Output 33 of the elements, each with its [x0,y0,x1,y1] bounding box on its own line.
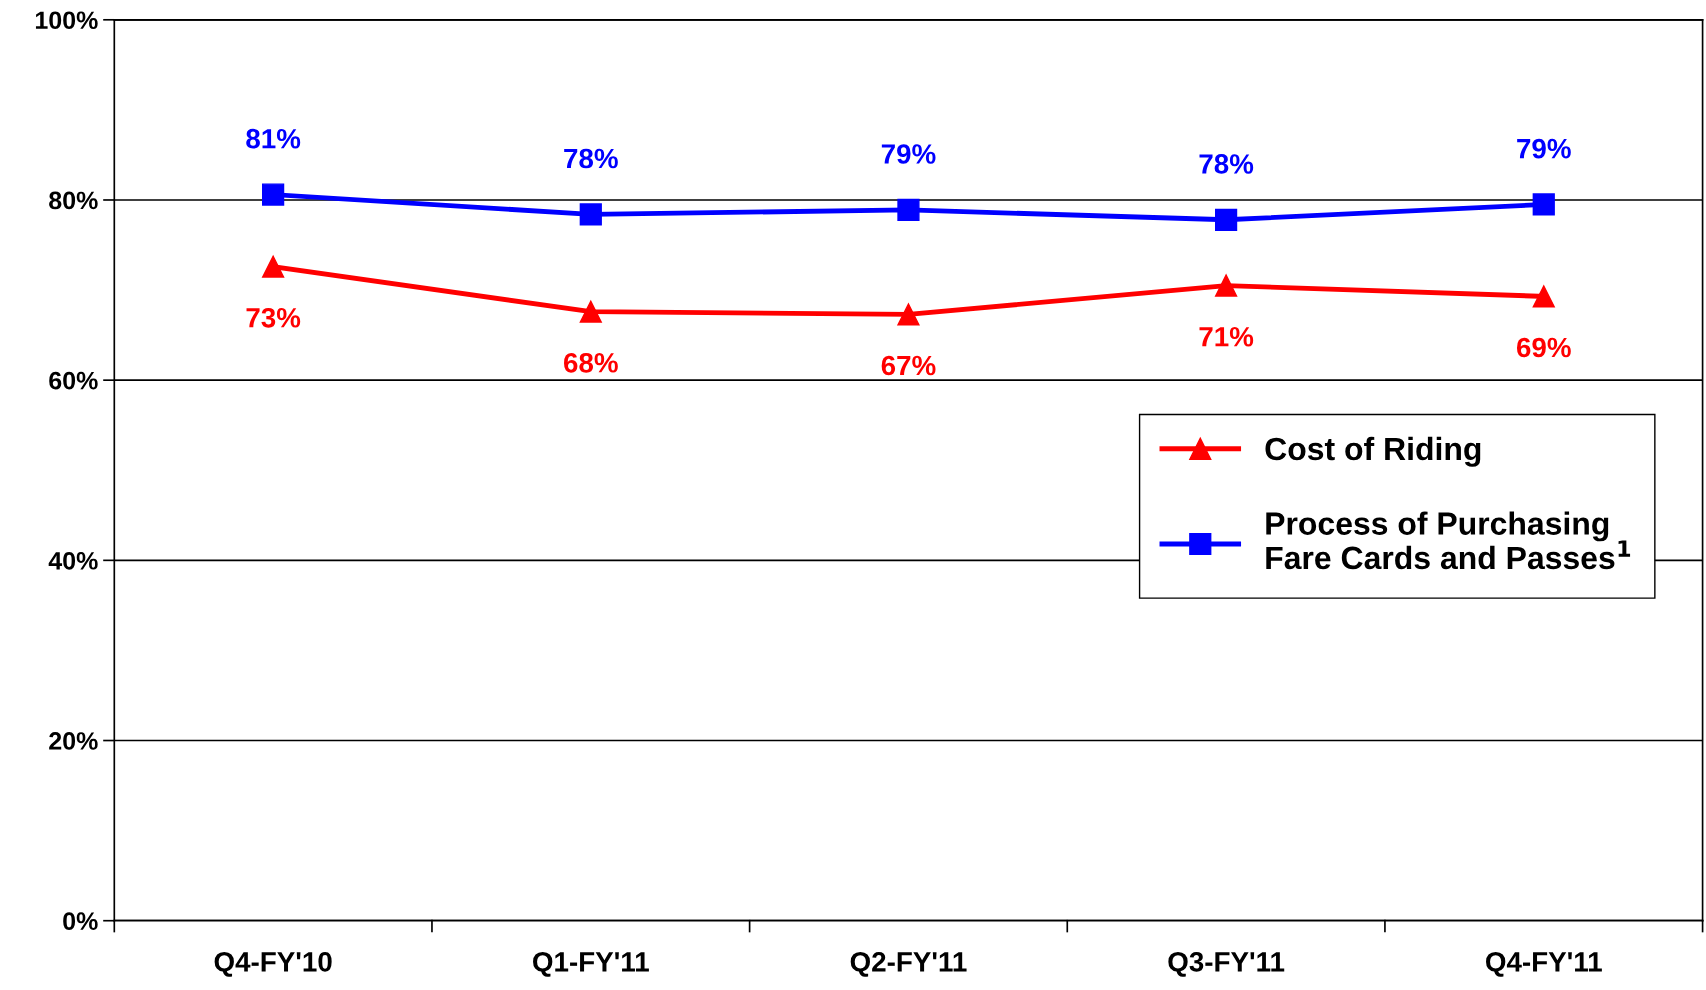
x-tick-label: Q2-FY'11 [850,951,967,977]
point [897,198,920,222]
point [1532,285,1555,308]
data-label: 69% [1516,337,1571,358]
data-label: 78% [564,148,618,169]
point [1214,274,1238,297]
y-tick-label: 100% [35,11,98,30]
data-label: 71% [1199,326,1254,347]
data-label: 78% [1199,154,1254,174]
point [1532,193,1555,216]
data-label: 67% [881,355,936,376]
data-label: 68% [564,352,618,373]
y-tick-label: 0% [63,912,98,930]
point [579,203,602,226]
y-tick-label: 80% [49,191,98,210]
data-label: 79% [881,144,936,164]
point [897,303,920,326]
legend-label: Process of Purchasing Fare Cards and Passes$^{1}$ [1266,511,1631,570]
x-tick-label: Q4-FY'10 [214,951,332,977]
data-label: 73% [246,307,301,328]
y-tick-label: 60% [49,371,98,390]
data-label: 81% [246,128,301,149]
y-tick-label: 40% [48,551,98,570]
legend-label: Cost of Riding [1265,436,1481,467]
x-tick-label: Q3-FY'11 [1168,951,1285,977]
point [262,183,285,206]
point [579,300,602,323]
data-label: 79% [1517,138,1571,159]
y-tick-label: 20% [49,732,98,750]
x-tick-label: Q4-FY'11 [1486,951,1602,977]
point [262,255,285,278]
point [1214,208,1238,231]
x-tick-label: Q1-FY'11 [533,951,649,977]
